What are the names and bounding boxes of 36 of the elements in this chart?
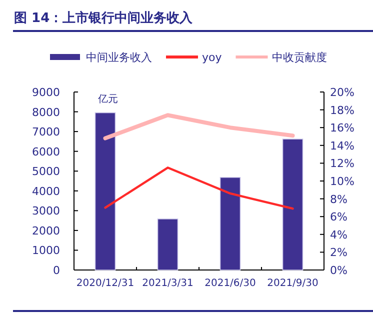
line-series — [104, 166, 294, 210]
line-series — [103, 113, 295, 140]
y-tick-label: 8000 — [32, 106, 60, 119]
y-tick-label: 7000 — [32, 126, 60, 139]
x-tick-label: 2020/12/31 — [76, 278, 134, 289]
y2-tick-label: 10% — [330, 175, 354, 188]
bar — [94, 112, 116, 270]
x-tick-label: 2021/6/30 — [204, 278, 256, 289]
chart-title: 图 14：上市银行中间业务收入 — [14, 10, 194, 26]
y2-tick-label: 4% — [330, 228, 348, 242]
y2-tick-label: 12% — [330, 157, 354, 170]
legend-label: 中间业务收入 — [86, 51, 152, 64]
x-tick-label: 2021/9/30 — [267, 278, 318, 289]
y2-tick-label: 14% — [330, 139, 354, 152]
y2-tick-label: 18% — [330, 104, 354, 117]
y-tick-label: 0 — [53, 264, 60, 277]
y2-tick-label: 20% — [330, 86, 354, 99]
y-tick-label: 4000 — [32, 184, 60, 198]
bar — [220, 177, 241, 270]
y-tick-label: 5000 — [32, 165, 60, 178]
legend-label: yoy — [202, 51, 222, 64]
y-tick-label: 6000 — [32, 145, 60, 158]
y-axis-title: 亿元 — [97, 94, 118, 105]
y-tick-label: 2000 — [32, 224, 60, 238]
y2-tick-label: 0% — [330, 264, 348, 277]
bar — [282, 138, 304, 270]
y2-tick-label: 6% — [330, 210, 348, 224]
y-tick-label: 1000 — [32, 244, 60, 258]
y2-tick-label: 8% — [330, 192, 348, 206]
y-tick-label: 9000 — [32, 86, 60, 99]
y-tick-label: 3000 — [32, 204, 60, 218]
x-tick-label: 2021/3/31 — [142, 278, 194, 289]
bar — [157, 218, 178, 270]
y2-tick-label: 16% — [330, 122, 354, 135]
y2-tick-label: 2% — [330, 246, 348, 260]
legend-label: 中收贡献度 — [272, 51, 327, 64]
